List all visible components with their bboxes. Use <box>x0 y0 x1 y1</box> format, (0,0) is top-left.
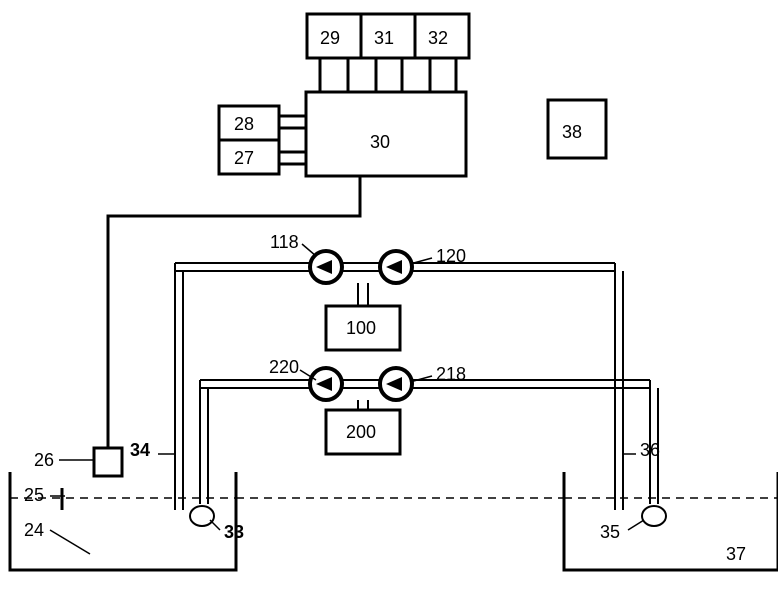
sensor-square <box>94 448 122 476</box>
label-100: 100 <box>346 318 376 339</box>
label-37: 37 <box>726 544 746 565</box>
label-33: 33 <box>224 522 244 543</box>
label-24: 24 <box>24 520 44 541</box>
label-36: 36 <box>640 440 660 461</box>
label-32: 32 <box>428 28 448 49</box>
label-220: 220 <box>269 357 299 378</box>
label-35: 35 <box>600 522 620 543</box>
label-200: 200 <box>346 422 376 443</box>
label-30: 30 <box>370 132 390 153</box>
label-38: 38 <box>562 122 582 143</box>
label-28: 28 <box>234 114 254 135</box>
label-29: 29 <box>320 28 340 49</box>
label-27: 27 <box>234 148 254 169</box>
label-120: 120 <box>436 246 466 267</box>
intake-35-icon <box>642 506 666 526</box>
label-118: 118 <box>270 232 299 253</box>
intake-33-icon <box>190 506 214 526</box>
label-26: 26 <box>34 450 54 471</box>
label-31: 31 <box>374 28 394 49</box>
label-34: 34 <box>130 440 150 461</box>
label-218: 218 <box>436 364 466 385</box>
label-25: 25 <box>24 485 44 506</box>
